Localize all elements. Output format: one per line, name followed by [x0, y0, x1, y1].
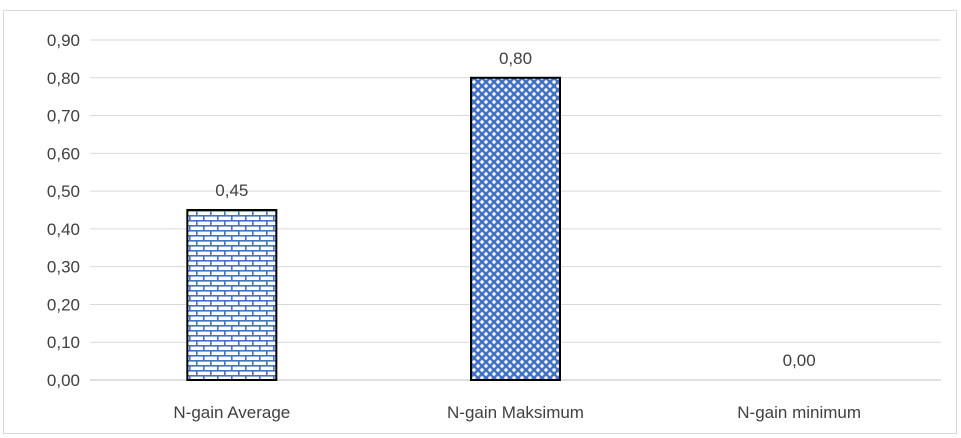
y-tick-label: 0,80 [47, 69, 80, 88]
y-tick-label: 0,00 [47, 371, 80, 390]
y-tick-label: 0,10 [47, 333, 80, 352]
bar-n-gain-average [186, 209, 278, 381]
x-category-label: N-gain minimum [737, 403, 861, 422]
y-tick-label: 0,50 [47, 182, 80, 201]
y-tick-label: 0,40 [47, 220, 80, 239]
x-category-label: N-gain Maksimum [447, 403, 584, 422]
y-tick-label: 0,60 [47, 144, 80, 163]
data-labels: 0,45 0,80 0,00 [215, 49, 815, 370]
data-label: 0,00 [783, 351, 816, 370]
data-label: 0,45 [215, 181, 248, 200]
y-tick-label: 0,30 [47, 258, 80, 277]
y-axis-tick-labels: 0,00 0,10 0,20 0,30 0,40 0,50 0,60 0,70 0,80 0,90 [47, 31, 80, 390]
data-label: 0,80 [499, 49, 532, 68]
bar-n-gain-maksimum [470, 76, 561, 382]
x-axis-category-labels: N-gain Average N-gain Maksimum N-gain mini… [173, 403, 861, 422]
x-category-label: N-gain Average [173, 403, 290, 422]
y-tick-label: 0,70 [47, 107, 80, 126]
y-tick-label: 0,20 [47, 295, 80, 314]
y-tick-label: 0,90 [47, 31, 80, 50]
bars [186, 76, 561, 382]
